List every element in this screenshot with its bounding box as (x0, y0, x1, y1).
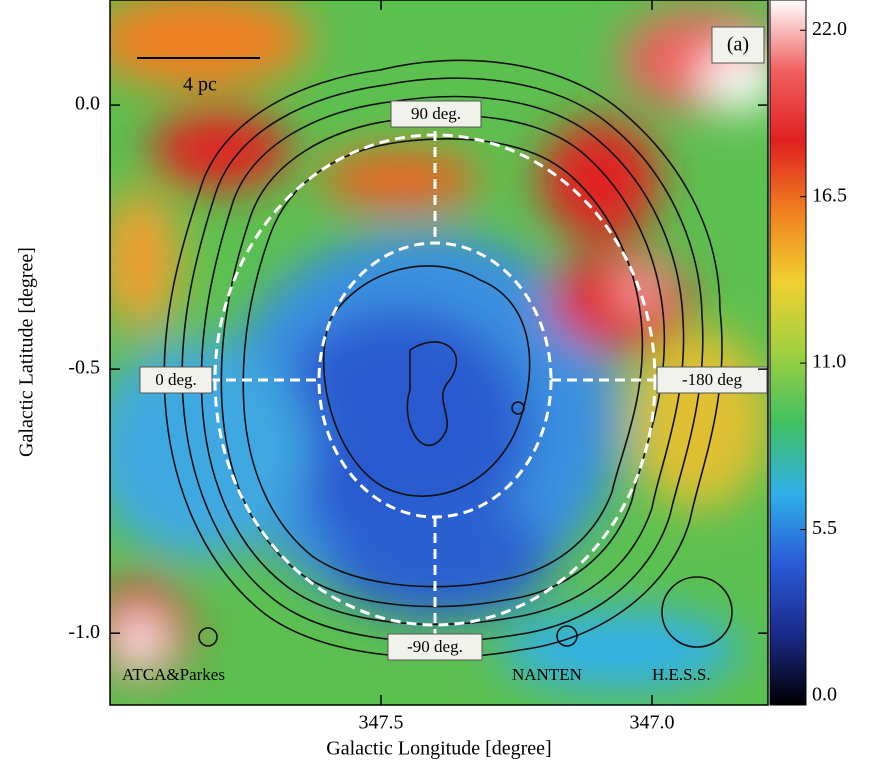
angle-label: -90 deg. (407, 637, 463, 656)
y-tick-label: -0.5 (68, 357, 100, 379)
angle-box (387, 633, 483, 661)
angle-label: 0 deg. (155, 370, 197, 389)
x-tick-label: 347.0 (630, 712, 675, 734)
panel-box (711, 26, 765, 64)
plot-frame (109, 0, 769, 706)
colorbar-tick-label: 0.0 (812, 684, 837, 706)
instrument-label: NANTEN (512, 665, 582, 684)
y-tick-label: 0.0 (75, 93, 100, 115)
x-tick-label: 347.5 (359, 712, 404, 734)
x-axis-label: Galactic Longitude [degree] (326, 738, 551, 760)
colorbar (769, 0, 807, 706)
scale-label: 4 pc (183, 74, 217, 96)
colorbar-tick-label: 22.0 (812, 18, 847, 40)
angle-box (139, 366, 213, 394)
angle-box (656, 366, 768, 394)
angle-box (390, 100, 482, 128)
colorbar-tick-label: 11.0 (812, 351, 846, 373)
y-axis-label: Galactic Latitude [degree] (16, 247, 38, 457)
contours (163, 59, 733, 659)
colorbar-tick-label: 16.5 (812, 184, 847, 206)
angle-label: -180 deg (682, 370, 742, 389)
colorbar-tick-label: 5.5 (812, 517, 837, 539)
panel-label: (a) (727, 34, 749, 56)
instrument-label: H.E.S.S. (652, 665, 711, 684)
instrument-label: ATCA&Parkes (122, 665, 225, 684)
region-outlines (210, 115, 658, 640)
y-tick-label: -1.0 (68, 621, 100, 643)
angle-label: 90 deg. (411, 104, 461, 123)
